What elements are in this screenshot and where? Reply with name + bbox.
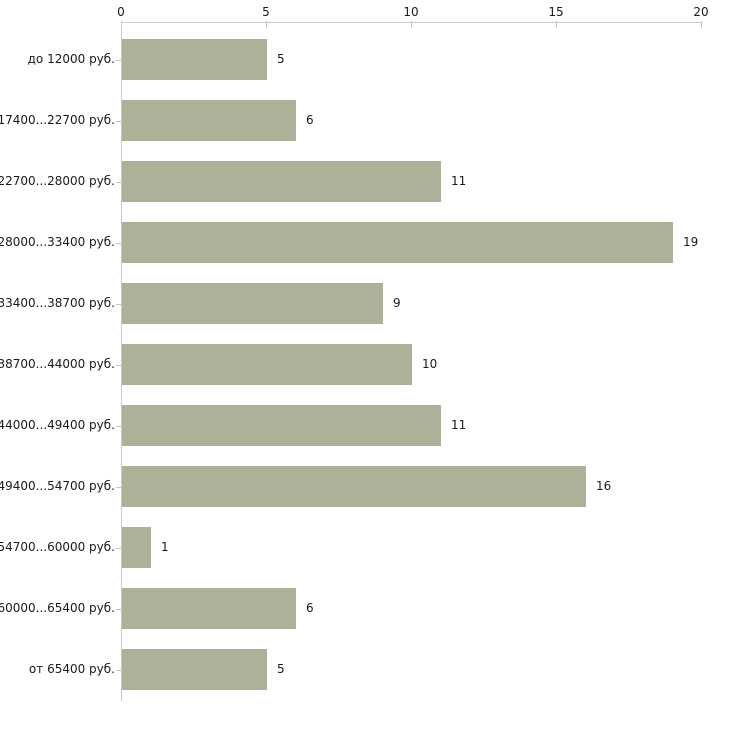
bar (122, 527, 151, 568)
y-tick-mark (116, 426, 121, 427)
value-label: 11 (451, 418, 467, 432)
bar (122, 283, 383, 324)
category-label: 49400...54700 руб. (0, 479, 115, 493)
category-label: 28000...33400 руб. (0, 235, 115, 249)
value-label: 5 (277, 52, 285, 66)
category-label: 38700...44000 руб. (0, 357, 115, 371)
category-label: 54700...60000 руб. (0, 540, 115, 554)
value-label: 11 (451, 174, 467, 188)
x-tick-label: 15 (548, 5, 564, 19)
category-label: от 65400 руб. (28, 662, 115, 676)
x-tick-mark (556, 21, 557, 28)
category-label: до 12000 руб. (27, 52, 115, 66)
category-label: 33400...38700 руб. (0, 296, 115, 310)
y-tick-mark (116, 609, 121, 610)
category-label: 17400...22700 руб. (0, 113, 115, 127)
value-label: 9 (393, 296, 401, 310)
bar (122, 588, 296, 629)
x-tick-mark (701, 21, 702, 28)
value-label: 10 (422, 357, 438, 371)
bar (122, 405, 441, 446)
category-label: 44000...49400 руб. (0, 418, 115, 432)
x-tick-label: 10 (403, 5, 419, 19)
y-tick-mark (116, 487, 121, 488)
value-label: 1 (161, 540, 169, 554)
y-tick-mark (116, 670, 121, 671)
value-label: 6 (306, 601, 314, 615)
x-tick-mark (121, 21, 122, 28)
x-tick-mark (411, 21, 412, 28)
y-tick-mark (116, 548, 121, 549)
y-tick-mark (116, 60, 121, 61)
value-label: 16 (596, 479, 612, 493)
x-tick-label: 0 (117, 5, 125, 19)
bar (122, 344, 412, 385)
x-tick-label: 5 (262, 5, 270, 19)
y-tick-mark (116, 304, 121, 305)
value-label: 19 (683, 235, 699, 249)
x-tick-mark (266, 21, 267, 28)
bar (122, 161, 441, 202)
bar (122, 100, 296, 141)
category-label: 22700...28000 руб. (0, 174, 115, 188)
y-tick-mark (116, 243, 121, 244)
x-tick-label: 20 (693, 5, 709, 19)
category-label: 60000...65400 руб. (0, 601, 115, 615)
bar (122, 649, 267, 690)
bar (122, 466, 586, 507)
value-label: 5 (277, 662, 285, 676)
y-axis-line (121, 22, 122, 701)
value-label: 6 (306, 113, 314, 127)
bar (122, 39, 267, 80)
y-tick-mark (116, 121, 121, 122)
y-tick-mark (116, 365, 121, 366)
bar (122, 222, 673, 263)
y-tick-mark (116, 182, 121, 183)
